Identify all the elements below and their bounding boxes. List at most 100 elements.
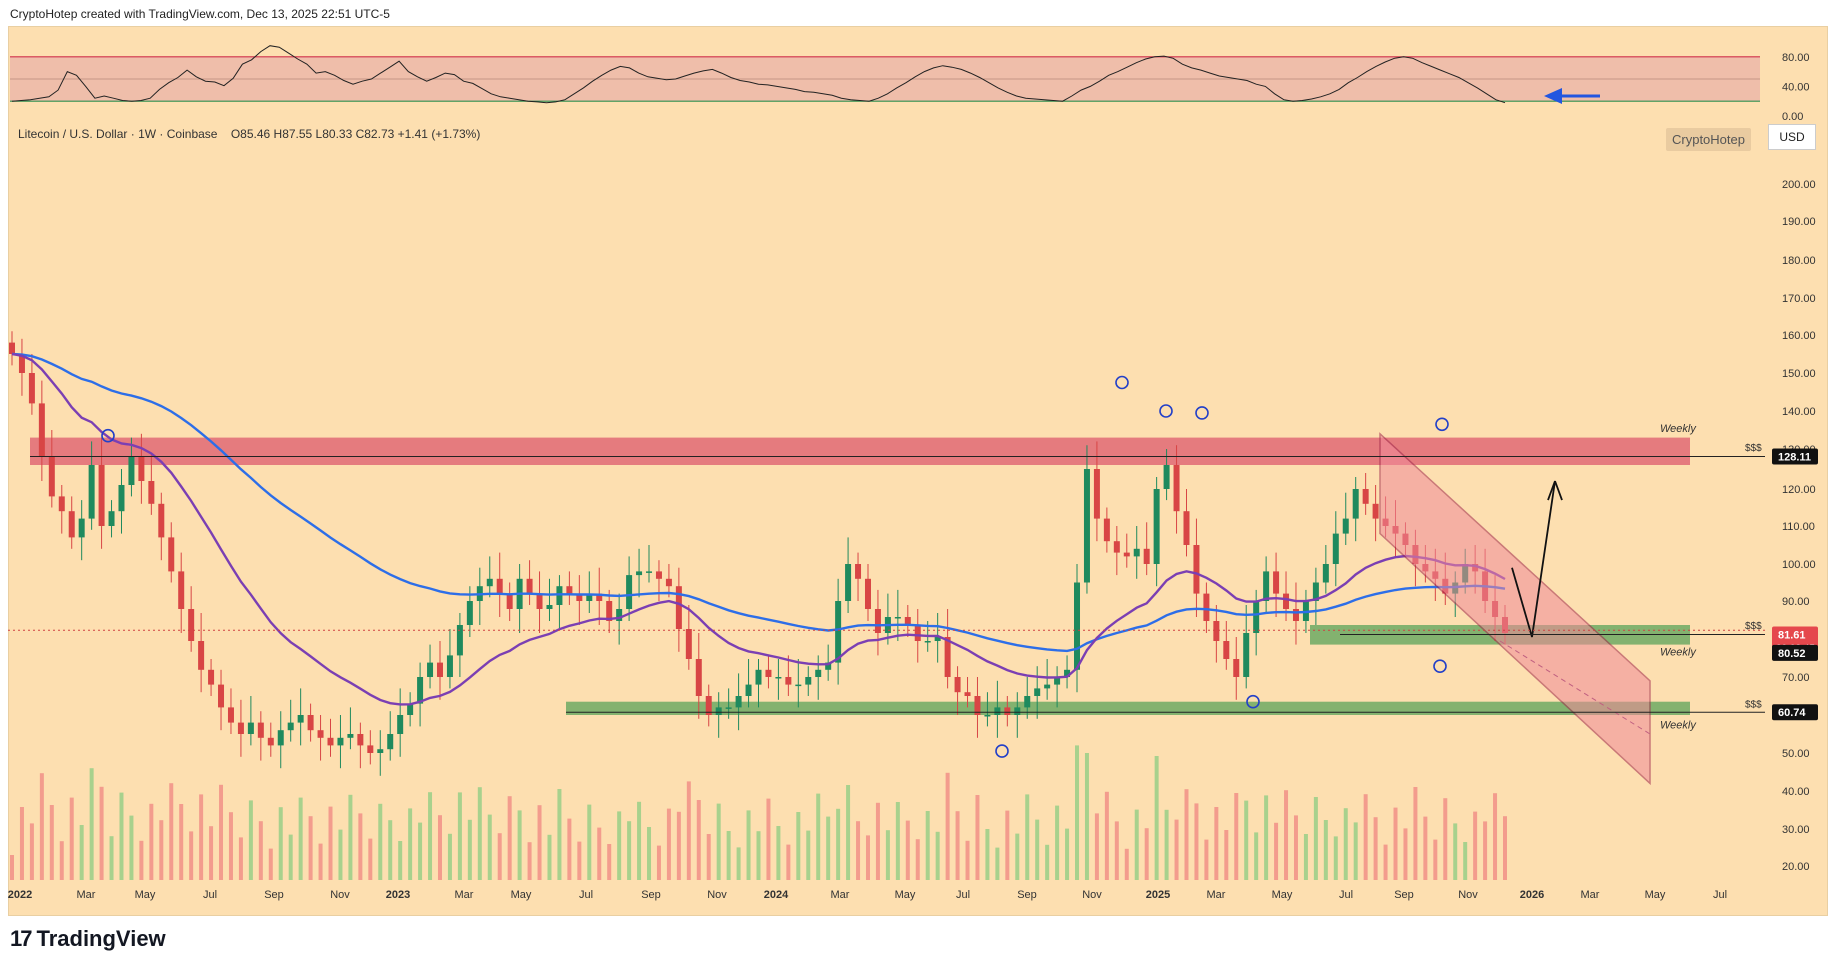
x-axis-label: Jul bbox=[203, 889, 217, 901]
price-tick-label: 200.00 bbox=[1782, 179, 1816, 191]
candle-body bbox=[556, 586, 563, 605]
candle-body bbox=[188, 609, 195, 641]
candle-body bbox=[626, 575, 633, 609]
candle-body bbox=[1362, 489, 1369, 504]
volume-bar bbox=[1134, 809, 1139, 880]
candle-body bbox=[765, 669, 772, 677]
candle-body bbox=[855, 564, 862, 579]
currency-selector[interactable]: USD bbox=[1768, 124, 1816, 150]
volume-bar bbox=[875, 802, 880, 880]
candle-body bbox=[695, 659, 702, 696]
candle-body bbox=[446, 655, 453, 677]
candle-body bbox=[198, 641, 205, 670]
volume-bar bbox=[1015, 833, 1020, 880]
tradingview-brand: TradingView bbox=[36, 926, 166, 951]
volume-bar bbox=[925, 811, 930, 880]
candle-body bbox=[138, 457, 145, 481]
candle-body bbox=[735, 696, 742, 708]
price-tick-label: 160.00 bbox=[1782, 330, 1816, 342]
candle-body bbox=[805, 677, 812, 685]
volume-bar bbox=[228, 812, 233, 880]
volume-bar bbox=[1104, 791, 1109, 880]
candle-body bbox=[267, 737, 274, 746]
price-tick-label: 70.00 bbox=[1782, 672, 1810, 684]
volume-bar bbox=[298, 797, 303, 880]
zone-label-weekly: Weekly bbox=[1660, 423, 1697, 435]
candle-body bbox=[38, 403, 45, 457]
candle-body bbox=[546, 605, 553, 609]
price-label-128: 128.11 bbox=[1778, 452, 1811, 464]
price-label-current: 81.61 bbox=[1778, 630, 1806, 642]
volume-bar bbox=[985, 829, 990, 880]
volume-bar bbox=[89, 768, 94, 880]
volume-bar bbox=[248, 800, 253, 880]
volume-bar bbox=[428, 792, 433, 880]
x-axis-label: 2024 bbox=[764, 889, 789, 901]
price-label-80-bg bbox=[1772, 644, 1818, 661]
pivot-marker-icon bbox=[1195, 406, 1209, 420]
candle-body bbox=[675, 586, 682, 629]
volume-bar bbox=[408, 808, 413, 880]
price-tick-label: 110.00 bbox=[1782, 521, 1815, 533]
candle-body bbox=[496, 578, 503, 594]
volume-bar bbox=[1413, 787, 1418, 880]
candle-body bbox=[685, 629, 692, 659]
volume-bar bbox=[846, 785, 851, 880]
volume-bar bbox=[726, 831, 731, 880]
candle-body bbox=[924, 641, 931, 643]
volume-bar bbox=[895, 802, 900, 880]
candle-body bbox=[964, 692, 971, 696]
x-axis-label: 2025 bbox=[1146, 889, 1170, 901]
volume-bar bbox=[149, 803, 154, 880]
volume-bar bbox=[487, 814, 492, 880]
tradingview-logo[interactable]: 17 TradingView bbox=[10, 926, 166, 952]
candle-body bbox=[1183, 511, 1190, 545]
volume-bar bbox=[955, 811, 960, 880]
candle-body bbox=[1312, 582, 1319, 601]
candle-body bbox=[904, 617, 911, 625]
symbol-name: Litecoin / U.S. Dollar bbox=[18, 127, 128, 141]
candle-body bbox=[466, 601, 473, 625]
rsi-tick-label: 0.00 bbox=[1782, 111, 1803, 123]
candle-body bbox=[705, 696, 712, 715]
volume-bar bbox=[238, 837, 243, 880]
symbol-legend[interactable]: Litecoin / U.S. Dollar · 1W · Coinbase O… bbox=[18, 127, 481, 141]
volume-bar bbox=[1264, 795, 1269, 880]
volume-bar bbox=[1353, 822, 1358, 880]
price-tick-label: 50.00 bbox=[1782, 748, 1810, 760]
volume-bar bbox=[507, 796, 512, 880]
price-tick-label: 30.00 bbox=[1782, 824, 1810, 836]
pivot-marker-icon bbox=[1115, 375, 1129, 390]
x-axis-label: 2026 bbox=[1520, 889, 1544, 901]
pivot-marker-icon bbox=[1159, 404, 1173, 418]
chart-frame[interactable] bbox=[8, 26, 1828, 916]
candle-body bbox=[118, 485, 125, 512]
candle-body bbox=[168, 537, 175, 572]
candle-body bbox=[954, 677, 961, 693]
candle-body bbox=[456, 625, 463, 656]
candle-body bbox=[297, 715, 304, 723]
volume-bar bbox=[905, 820, 910, 880]
volume-bar bbox=[378, 803, 383, 880]
volume-bar bbox=[746, 810, 751, 880]
candle-body bbox=[1153, 489, 1160, 564]
candle-body bbox=[596, 593, 603, 601]
candle-body bbox=[1253, 601, 1260, 633]
candle-body bbox=[795, 684, 802, 687]
candle-body bbox=[337, 737, 344, 746]
candle-body bbox=[1283, 593, 1290, 609]
volume-bar bbox=[1025, 794, 1030, 880]
x-axis-label: Sep bbox=[264, 889, 284, 901]
volume-bar bbox=[1284, 790, 1289, 880]
volume-bar bbox=[1363, 794, 1368, 880]
x-axis-label: Jul bbox=[579, 889, 593, 901]
candle-body bbox=[815, 669, 822, 677]
x-axis-label: May bbox=[135, 889, 156, 901]
candle-body bbox=[1352, 489, 1359, 519]
volume-bar bbox=[1423, 816, 1428, 880]
candle-body bbox=[417, 677, 424, 704]
volume-bar bbox=[447, 833, 452, 880]
tradingview-mark-icon: 17 bbox=[10, 926, 33, 951]
volume-bar bbox=[497, 833, 502, 880]
